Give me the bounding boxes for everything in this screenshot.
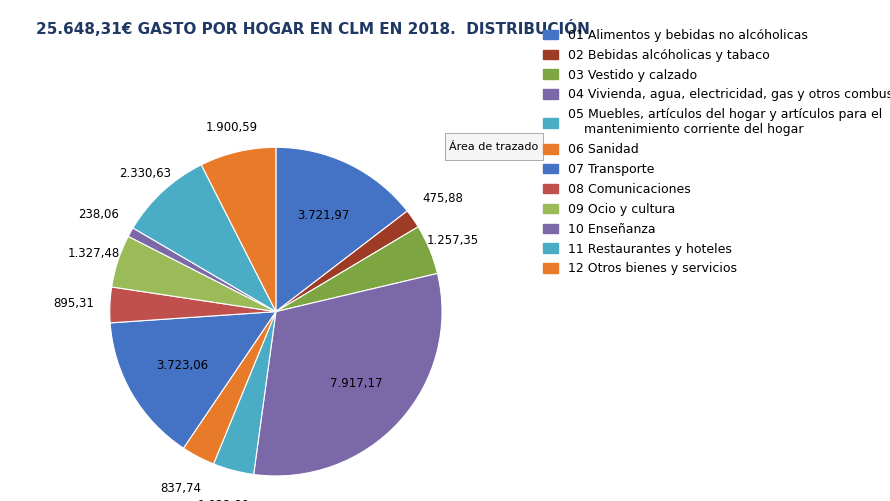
Wedge shape bbox=[128, 228, 276, 312]
Wedge shape bbox=[201, 147, 276, 312]
Text: 3.723,06: 3.723,06 bbox=[157, 359, 208, 372]
Text: 895,31: 895,31 bbox=[53, 297, 93, 310]
Text: 1.257,35: 1.257,35 bbox=[426, 233, 479, 246]
Text: 3.721,97: 3.721,97 bbox=[297, 209, 350, 222]
Text: 25.648,31€ GASTO POR HOGAR EN CLM EN 2018.  DISTRIBUCIÓN: 25.648,31€ GASTO POR HOGAR EN CLM EN 201… bbox=[36, 20, 589, 37]
Wedge shape bbox=[276, 211, 418, 312]
Wedge shape bbox=[214, 312, 276, 474]
Legend: 01 Alimentos y bebidas no alcóholicas, 02 Bebidas alcóholicas y tabaco, 03 Vesti: 01 Alimentos y bebidas no alcóholicas, 0… bbox=[540, 26, 890, 278]
Text: 1.022,89: 1.022,89 bbox=[198, 499, 250, 501]
Text: 475,88: 475,88 bbox=[423, 192, 464, 205]
Text: 2.330,63: 2.330,63 bbox=[119, 167, 172, 180]
Wedge shape bbox=[254, 274, 442, 476]
Wedge shape bbox=[276, 227, 438, 312]
Text: 1.327,48: 1.327,48 bbox=[68, 247, 120, 260]
Text: 1.900,59: 1.900,59 bbox=[206, 121, 258, 134]
Text: 837,74: 837,74 bbox=[160, 482, 201, 495]
Wedge shape bbox=[183, 312, 276, 464]
Wedge shape bbox=[111, 236, 276, 312]
Wedge shape bbox=[133, 165, 276, 312]
Wedge shape bbox=[110, 312, 276, 448]
Text: Área de trazado: Área de trazado bbox=[449, 142, 538, 151]
Text: 238,06: 238,06 bbox=[78, 208, 119, 221]
Wedge shape bbox=[109, 287, 276, 323]
Text: 7.917,17: 7.917,17 bbox=[329, 377, 382, 390]
Wedge shape bbox=[276, 147, 408, 312]
